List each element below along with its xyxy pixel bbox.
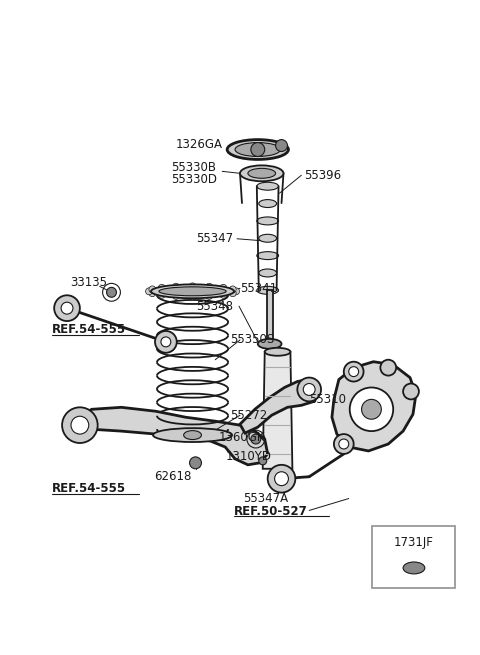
Circle shape: [149, 286, 156, 293]
Circle shape: [259, 457, 267, 465]
Circle shape: [334, 434, 354, 454]
Text: 55347: 55347: [196, 233, 234, 245]
Circle shape: [172, 283, 180, 290]
Circle shape: [229, 286, 236, 293]
Circle shape: [251, 434, 261, 444]
Circle shape: [233, 288, 240, 295]
Ellipse shape: [403, 562, 425, 574]
Ellipse shape: [240, 165, 284, 181]
Ellipse shape: [153, 428, 232, 442]
Circle shape: [206, 292, 213, 299]
Text: REF.54-555: REF.54-555: [52, 324, 126, 337]
Circle shape: [344, 362, 363, 382]
Ellipse shape: [258, 339, 281, 349]
Text: REF.50-527: REF.50-527: [234, 505, 308, 518]
Circle shape: [349, 367, 359, 377]
Circle shape: [61, 302, 73, 314]
Text: 55330D: 55330D: [171, 173, 217, 186]
Ellipse shape: [257, 217, 278, 225]
Ellipse shape: [257, 182, 278, 190]
Circle shape: [158, 284, 165, 291]
Text: 1731JF: 1731JF: [394, 536, 434, 549]
Circle shape: [158, 291, 165, 298]
Polygon shape: [74, 407, 268, 465]
Bar: [372, 527, 456, 588]
Text: 55341: 55341: [240, 282, 277, 295]
Circle shape: [190, 457, 202, 469]
Text: 55348: 55348: [196, 300, 233, 312]
Text: REF.54-555: REF.54-555: [52, 482, 126, 495]
Text: 33135: 33135: [70, 276, 107, 289]
Text: 55272: 55272: [230, 409, 267, 422]
Text: 55330B: 55330B: [171, 161, 216, 174]
Ellipse shape: [259, 269, 276, 277]
Ellipse shape: [159, 287, 226, 296]
Circle shape: [189, 293, 196, 300]
Circle shape: [62, 407, 97, 443]
Circle shape: [339, 439, 349, 449]
Bar: [267, 290, 273, 340]
Text: 55310: 55310: [309, 393, 346, 406]
Circle shape: [276, 140, 288, 151]
Circle shape: [350, 388, 393, 431]
Circle shape: [161, 337, 171, 347]
Ellipse shape: [257, 252, 278, 259]
Polygon shape: [240, 379, 319, 433]
Circle shape: [361, 400, 381, 419]
Circle shape: [220, 284, 227, 291]
Circle shape: [71, 416, 89, 434]
Ellipse shape: [259, 234, 276, 242]
Text: 55350S: 55350S: [230, 333, 275, 346]
Circle shape: [297, 377, 321, 402]
Circle shape: [172, 292, 180, 299]
Circle shape: [251, 143, 264, 157]
Circle shape: [155, 331, 177, 353]
Circle shape: [189, 283, 196, 290]
Text: 1360GK: 1360GK: [218, 430, 265, 443]
Text: 55396: 55396: [304, 169, 341, 182]
Text: 1326GA: 1326GA: [176, 138, 223, 151]
Text: 62618: 62618: [154, 470, 192, 483]
Polygon shape: [263, 352, 292, 469]
Ellipse shape: [227, 140, 288, 159]
Circle shape: [54, 295, 80, 321]
Circle shape: [303, 384, 315, 396]
Ellipse shape: [151, 284, 234, 298]
Circle shape: [275, 472, 288, 485]
Ellipse shape: [264, 348, 290, 356]
Ellipse shape: [248, 168, 276, 178]
Ellipse shape: [235, 143, 280, 157]
Text: 55347A: 55347A: [243, 492, 288, 505]
Circle shape: [380, 360, 396, 375]
Circle shape: [220, 291, 227, 298]
Circle shape: [145, 288, 153, 295]
Circle shape: [107, 288, 117, 297]
Circle shape: [149, 290, 156, 297]
Circle shape: [229, 290, 236, 297]
Ellipse shape: [257, 286, 278, 294]
Ellipse shape: [259, 200, 276, 208]
Text: 1310YD: 1310YD: [225, 451, 271, 463]
Circle shape: [206, 283, 213, 290]
Ellipse shape: [184, 430, 202, 440]
Circle shape: [268, 465, 295, 493]
Circle shape: [403, 384, 419, 400]
Polygon shape: [332, 362, 416, 451]
